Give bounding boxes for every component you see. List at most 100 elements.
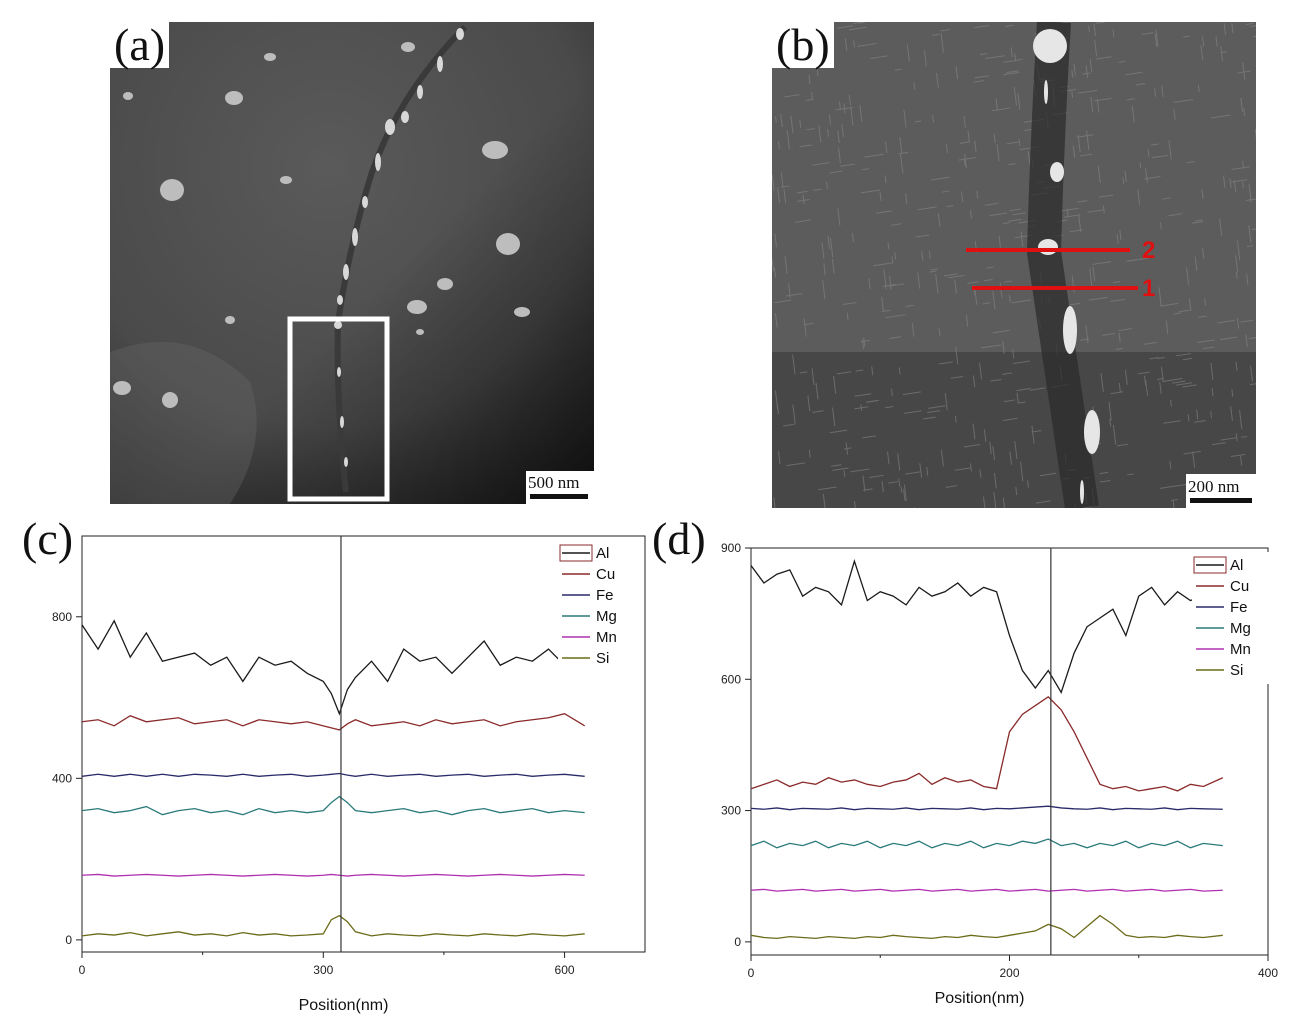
- precipitate-texture: [1017, 401, 1026, 404]
- precipitate-texture: [832, 467, 849, 471]
- precipitate-texture: [1173, 108, 1176, 120]
- precipitate-texture: [919, 463, 923, 478]
- precipitate-texture: [1245, 334, 1248, 348]
- precipitate-texture: [894, 252, 897, 260]
- precipitate-texture: [822, 493, 826, 508]
- precipitate-texture: [998, 236, 1001, 248]
- legend-label-mn: Mn: [596, 629, 617, 646]
- precipitate-texture: [1246, 273, 1249, 285]
- precipitate-texture: [863, 337, 866, 347]
- precipitate-texture: [929, 270, 937, 273]
- precipitate-texture: [999, 282, 1003, 298]
- precipitate-texture: [905, 193, 908, 204]
- precipitate-texture: [974, 24, 989, 29]
- legend: Al Cu Fe Mg Mn Si: [1192, 552, 1274, 684]
- precipitate-texture: [1191, 221, 1204, 224]
- precipitate-texture: [992, 290, 996, 310]
- legend-label-mg: Mg: [596, 608, 617, 625]
- precipitate-texture: [1014, 53, 1017, 62]
- precipitate-texture: [780, 172, 784, 188]
- precipitate-texture: [938, 328, 941, 336]
- precipitate-texture: [871, 366, 874, 376]
- precipitate-texture: [1118, 332, 1121, 343]
- precipitate-texture: [888, 481, 898, 484]
- precipitate-texture: [865, 399, 880, 403]
- precipitate-texture: [777, 187, 781, 204]
- legend-background: [558, 540, 640, 672]
- precipitate-texture: [1230, 406, 1233, 421]
- y-tick-label: 0: [734, 935, 741, 949]
- precipitate-texture: [1116, 234, 1119, 244]
- precipitate-texture: [1219, 218, 1223, 236]
- precipitate-texture: [1231, 166, 1250, 171]
- precipitate-texture: [799, 371, 808, 374]
- legend-label-fe: Fe: [596, 587, 614, 604]
- precipitate-texture: [876, 210, 892, 214]
- precipitate-texture: [1124, 171, 1127, 183]
- precipitate-texture: [1088, 25, 1090, 33]
- precipitate-texture: [885, 314, 906, 319]
- precipitate-texture: [1240, 456, 1243, 466]
- precipitate-texture: [963, 115, 966, 128]
- precipitate-texture: [915, 234, 930, 238]
- precipitate-texture: [1179, 309, 1193, 313]
- precipitate-texture: [991, 107, 1010, 112]
- precipitate-texture: [1235, 362, 1238, 371]
- precipitate-texture: [1242, 62, 1246, 80]
- precipitate-texture: [944, 393, 948, 411]
- precipitate-texture: [1242, 181, 1244, 189]
- precipitate-texture: [1093, 23, 1096, 37]
- precipitate-texture: [860, 189, 881, 194]
- precipitate-texture: [945, 143, 949, 154]
- precipitate-texture: [1149, 357, 1159, 360]
- precipitate-texture: [862, 168, 869, 171]
- precipitate-texture: [1168, 213, 1183, 217]
- precipitate-texture: [994, 473, 997, 489]
- precipitate-texture: [778, 451, 781, 465]
- precipitate-texture: [829, 237, 834, 258]
- series-si-line: [750, 914, 1223, 940]
- precipitate-texture: [1060, 207, 1079, 212]
- precipitate-texture: [945, 485, 958, 488]
- legend-label-si: Si: [596, 650, 609, 667]
- precipitate-texture: [1089, 59, 1093, 73]
- legend-label-mg: Mg: [1230, 620, 1251, 637]
- precipitate-texture: [821, 242, 825, 260]
- precipitate-texture: [1194, 420, 1206, 423]
- precipitate-texture: [963, 444, 981, 448]
- precipitate-texture: [1031, 425, 1035, 444]
- precipitate-texture: [1154, 33, 1158, 47]
- precipitate-texture: [1100, 373, 1104, 392]
- precipitate-texture: [984, 278, 993, 282]
- precipitate-texture: [1110, 391, 1124, 395]
- precipitate-texture: [1194, 256, 1198, 271]
- precipitate-texture: [1172, 500, 1175, 508]
- precipitate-texture: [1250, 25, 1256, 27]
- precipitate-texture: [1160, 366, 1164, 383]
- precipitate-texture: [1078, 89, 1097, 94]
- precipitate-texture: [790, 115, 794, 134]
- precipitate-texture: [1169, 460, 1172, 469]
- precipitate-texture: [835, 106, 854, 111]
- precipitate-texture: [1027, 151, 1031, 165]
- precipitate-texture: [1006, 141, 1019, 145]
- precipitate-texture: [1039, 472, 1057, 477]
- precipitate-texture: [783, 189, 787, 204]
- precipitate-texture: [1003, 71, 1020, 76]
- precipitate-texture: [1035, 500, 1051, 504]
- precipitate-texture: [1243, 108, 1246, 117]
- line-scan-1-label: 1: [1142, 275, 1155, 302]
- precipitate-texture: [1078, 214, 1082, 233]
- precipitate-texture: [822, 280, 826, 300]
- precipitate-texture: [1251, 228, 1256, 231]
- precipitate-texture: [1240, 319, 1254, 323]
- y-tick-label: 600: [721, 672, 741, 686]
- precipitate-texture: [864, 153, 884, 158]
- precipitate-texture: [786, 462, 806, 467]
- precipitate-texture: [1072, 145, 1076, 158]
- precipitate-texture: [1150, 143, 1159, 146]
- precipitate-texture: [1018, 139, 1021, 146]
- precipitate-texture: [1248, 337, 1256, 340]
- precipitate-texture: [774, 313, 778, 328]
- precipitate-texture: [889, 336, 901, 339]
